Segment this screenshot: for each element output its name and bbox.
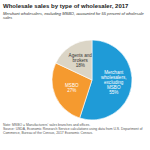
text-line: Wholesale sales by type of wholesaler, 2… bbox=[3, 3, 129, 9]
chart: Wholesale sales by type of wholesaler, 2… bbox=[0, 0, 150, 150]
annotation: Source: USDA, Economic Research Service … bbox=[3, 127, 143, 135]
data-label: 27% bbox=[67, 88, 76, 93]
subtitle: Merchant wholesalers, excluding MSBO, ac… bbox=[3, 11, 145, 21]
pie bbox=[52, 40, 132, 120]
text-line: sales bbox=[3, 15, 12, 20]
data-label: 55% bbox=[109, 90, 118, 95]
slice-label: Merchantwholesalers,excludingMSBO bbox=[101, 70, 127, 90]
text-line: Commerce, Bureau of the Census, 2017 Eco… bbox=[3, 131, 93, 135]
pie-slice bbox=[56, 40, 92, 80]
labels: Merchantwholesalers,excludingMSBO55%MSBO… bbox=[65, 53, 126, 95]
slice-label: Agents andbrokers bbox=[69, 53, 93, 63]
annotation: Note: MSBO = Manufacturers' sales branch… bbox=[3, 123, 90, 127]
text-line: Note: MSBO = Manufacturers' sales branch… bbox=[3, 123, 90, 127]
data-label: 18% bbox=[76, 63, 85, 68]
text-line: Merchant wholesalers, excluding MSBO, ac… bbox=[3, 11, 145, 16]
title: Wholesale sales by type of wholesaler, 2… bbox=[3, 3, 129, 9]
